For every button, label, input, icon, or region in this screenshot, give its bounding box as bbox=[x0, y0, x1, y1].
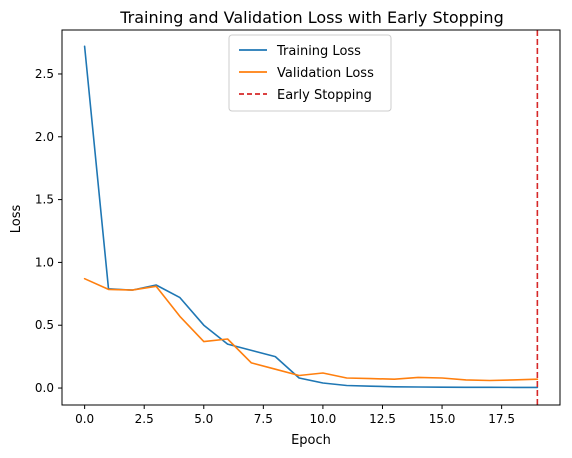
legend-label-training-loss: Training Loss bbox=[276, 44, 361, 59]
x-tick-label: 5.0 bbox=[194, 412, 213, 426]
x-tick-label: 10.0 bbox=[310, 412, 337, 426]
x-tick-label: 15.0 bbox=[429, 412, 456, 426]
y-axis-label: Loss bbox=[9, 205, 24, 234]
y-tick-label: 2.5 bbox=[35, 67, 54, 81]
y-tick-label: 0.5 bbox=[35, 318, 54, 332]
y-tick-label: 0.0 bbox=[35, 381, 54, 395]
chart-title: Training and Validation Loss with Early … bbox=[119, 8, 503, 27]
legend: Training Loss Validation Loss Early Stoppi… bbox=[228, 34, 392, 112]
y-tick-label: 1.0 bbox=[35, 255, 54, 269]
x-tick-label: 7.5 bbox=[254, 412, 273, 426]
legend-label-early-stopping: Early Stopping bbox=[277, 88, 372, 103]
axes-frame bbox=[61, 29, 561, 406]
x-axis-label: Epoch bbox=[291, 433, 331, 448]
legend-label-validation-loss: Validation Loss bbox=[277, 66, 374, 81]
y-tick-label: 1.5 bbox=[35, 193, 54, 207]
series-line-training-loss bbox=[83, 45, 539, 389]
x-tick-label: 17.5 bbox=[488, 412, 515, 426]
legend-box bbox=[228, 34, 392, 112]
plot-area bbox=[83, 30, 539, 405]
x-tick-label: 2.5 bbox=[135, 412, 154, 426]
x-tick-label: 0.0 bbox=[75, 412, 94, 426]
x-tick-label: 12.5 bbox=[369, 412, 396, 426]
y-tick-label: 2.0 bbox=[35, 130, 54, 144]
axis-ticks: 0.0 2.5 5.0 7.5 10.0 12.5 15.0 17.5 0.0 0.5 1.0 1.5… bbox=[35, 67, 515, 426]
series-line-validation-loss bbox=[83, 277, 539, 382]
